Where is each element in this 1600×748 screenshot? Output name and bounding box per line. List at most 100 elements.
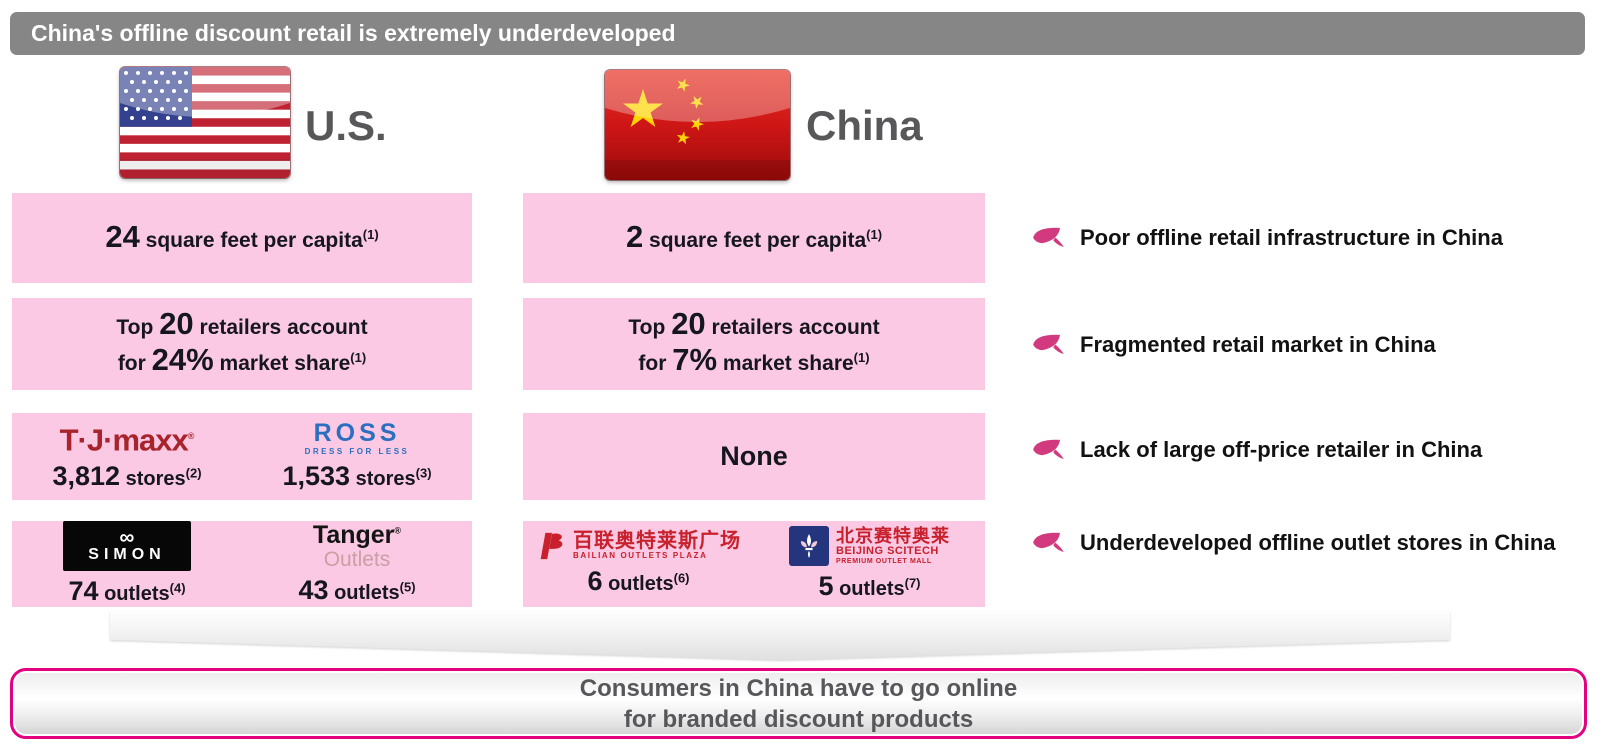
scitech-cell: 北京赛特奥莱 BEIJING SCITECH PREMIUM OUTLET MA… xyxy=(754,526,985,602)
tanger-word: Tanger xyxy=(312,520,395,549)
china-offprice-box: None xyxy=(523,413,985,500)
china-column-label: China xyxy=(806,102,923,149)
tanger-logo: Tanger® Outlets xyxy=(312,520,402,571)
tjmaxx-store-unit: stores xyxy=(125,467,186,490)
us-offprice-box: T·J·maxx® 3,812 stores(2) ROSS DRESS FOR… xyxy=(12,413,472,500)
china-offprice-none: None xyxy=(720,441,788,471)
insight-text-2: Fragmented retail market in China xyxy=(1080,332,1436,357)
bailian-english-name: BAILIAN OUTLETS PLAZA xyxy=(573,551,708,561)
china-top20-l1-post: retailers account xyxy=(711,316,880,339)
bailian-outlet-unit: outlets xyxy=(608,573,674,595)
bailian-cell: 百联奥特莱斯广场 BAILIAN OUTLETS PLAZA 6 outlets… xyxy=(523,531,754,597)
tjmaxx-reg-mark: ® xyxy=(187,431,195,442)
china-top20-footnote: (1) xyxy=(853,350,870,365)
china-sqft-box: 2 square feet per capita(1) xyxy=(523,193,985,283)
us-flag-icon xyxy=(120,67,290,178)
china-top20-l1-pre: Top xyxy=(628,316,666,339)
tjmaxx-wordmark: T·J·maxx xyxy=(59,422,189,458)
conclusion-line-2: for branded discount products xyxy=(623,705,974,733)
china-sqft-text: square feet per capita xyxy=(649,229,867,252)
tanger-wordmark: Tanger® xyxy=(312,520,402,549)
ross-footnote: (3) xyxy=(415,465,432,481)
simon-outlet-unit: outlets xyxy=(104,583,170,605)
simon-outlet-count: 74 xyxy=(68,576,99,606)
ross-store-count: 1,533 xyxy=(282,461,351,491)
simon-wordmark: SIMON xyxy=(88,545,166,563)
us-outlets-box: ∞ SIMON 74 outlets(4) Tanger® Outlets 43… xyxy=(12,521,472,607)
us-top20-l2-post: market share xyxy=(219,352,351,375)
us-top20-l1-post: retailers account xyxy=(199,316,368,339)
us-sqft-number: 24 xyxy=(105,219,140,254)
china-flag-icon xyxy=(605,70,790,180)
funnel-arrow-shape xyxy=(110,612,1450,660)
scitech-english-name: BEIJING SCITECH xyxy=(836,545,939,557)
china-top20-l2-pre: for xyxy=(638,352,667,375)
conclusion-line-1: Consumers in China have to go online xyxy=(579,674,1018,702)
ross-wordmark: ROSS xyxy=(313,419,401,447)
us-top20-l1-pre: Top xyxy=(116,316,154,339)
tjmaxx-cell: T·J·maxx® 3,812 stores(2) xyxy=(12,421,242,491)
tjmaxx-footnote: (2) xyxy=(185,465,202,480)
us-column-label: U.S. xyxy=(305,102,387,149)
insight-text-4: Underdeveloped offline outlet stores in … xyxy=(1080,530,1556,555)
tanger-reg-mark: ® xyxy=(394,525,402,536)
tanger-outlet-unit: outlets xyxy=(334,581,400,604)
china-sqft-footnote: (1) xyxy=(866,227,883,242)
insight-item-4: Underdeveloped offline outlet stores in … xyxy=(1032,527,1577,558)
us-sqft-text: square feet per capita xyxy=(145,229,363,252)
simon-infinity-icon: ∞ xyxy=(119,525,135,549)
us-top20-line2: for 24% market share(1) xyxy=(118,343,366,379)
scitech-fleur-icon xyxy=(789,526,829,566)
ross-tagline: DRESS FOR LESS xyxy=(304,447,410,456)
scitech-footnote: (7) xyxy=(904,575,921,591)
tanger-cell: Tanger® Outlets 43 outlets(5) xyxy=(242,520,472,606)
simon-stat: 74 outlets(4) xyxy=(68,576,185,607)
leaf-bullet-icon xyxy=(1033,227,1064,248)
title-banner: China's offline discount retail is extre… xyxy=(10,12,1585,55)
scitech-subtitle: PREMIUM OUTLET MALL xyxy=(836,557,932,565)
us-top20-l1-num: 20 xyxy=(159,306,194,341)
bailian-outlet-count: 6 xyxy=(587,566,603,596)
bailian-chinese-name: 百联奥特莱斯广场 xyxy=(573,530,741,553)
china-top20-line1: Top 20 retailers account xyxy=(628,308,880,343)
tanger-outlets-word: Outlets xyxy=(323,547,391,571)
simon-cell: ∞ SIMON 74 outlets(4) xyxy=(12,521,242,607)
tjmaxx-stat: 3,812 stores(2) xyxy=(52,461,201,492)
scitech-outlet-unit: outlets xyxy=(839,578,905,600)
china-top20-l2-post: market share xyxy=(722,352,854,375)
bailian-text: 百联奥特莱斯广场 BAILIAN OUTLETS PLAZA xyxy=(573,531,741,560)
us-sqft-footnote: (1) xyxy=(362,227,379,242)
tanger-footnote: (5) xyxy=(399,578,416,594)
insight-item-2: Fragmented retail market in China xyxy=(1032,329,1577,360)
scitech-chinese-name: 北京赛特奥莱 xyxy=(836,526,950,547)
us-top20-box: Top 20 retailers account for 24% market … xyxy=(12,298,472,390)
insight-item-1: Poor offline retail infrastructure in Ch… xyxy=(1032,222,1577,253)
china-top20-l2-num: 7% xyxy=(672,342,718,377)
simon-logo: ∞ SIMON xyxy=(63,521,191,571)
tanger-stat: 43 outlets(5) xyxy=(298,575,415,606)
china-sqft-number: 2 xyxy=(625,219,644,254)
funnel-arrow xyxy=(110,612,1450,660)
us-sqft-box: 24 square feet per capita(1) xyxy=(12,193,472,283)
conclusion-box: Consumers in China have to go online for… xyxy=(10,668,1587,739)
simon-footnote: (4) xyxy=(169,580,186,596)
china-sqft-stat: 2 square feet per capita(1) xyxy=(626,220,882,256)
insight-item-3: Lack of large off-price retailer in Chin… xyxy=(1032,434,1577,465)
leaf-bullet-icon xyxy=(1033,334,1064,355)
scitech-outlet-count: 5 xyxy=(818,571,834,601)
bailian-footnote: (6) xyxy=(673,570,690,586)
leaf-bullet-icon xyxy=(1033,532,1064,553)
tanger-outlet-count: 43 xyxy=(298,574,329,605)
tjmaxx-store-count: 3,812 xyxy=(52,460,121,491)
scitech-text: 北京赛特奥莱 BEIJING SCITECH PREMIUM OUTLET MA… xyxy=(836,527,950,565)
slide-title: China's offline discount retail is extre… xyxy=(31,20,676,46)
tjmaxx-logo: T·J·maxx® xyxy=(59,421,195,458)
leaf-bullet-icon xyxy=(1033,439,1064,460)
scitech-stat: 5 outlets(7) xyxy=(818,571,920,602)
ross-cell: ROSS DRESS FOR LESS 1,533 stores(3) xyxy=(242,421,472,492)
bailian-logo: 百联奥特莱斯广场 BAILIAN OUTLETS PLAZA xyxy=(536,531,741,561)
us-top20-line1: Top 20 retailers account xyxy=(116,306,368,343)
scitech-logo: 北京赛特奥莱 BEIJING SCITECH PREMIUM OUTLET MA… xyxy=(789,526,950,566)
insight-text-1: Poor offline retail infrastructure in Ch… xyxy=(1080,225,1503,250)
